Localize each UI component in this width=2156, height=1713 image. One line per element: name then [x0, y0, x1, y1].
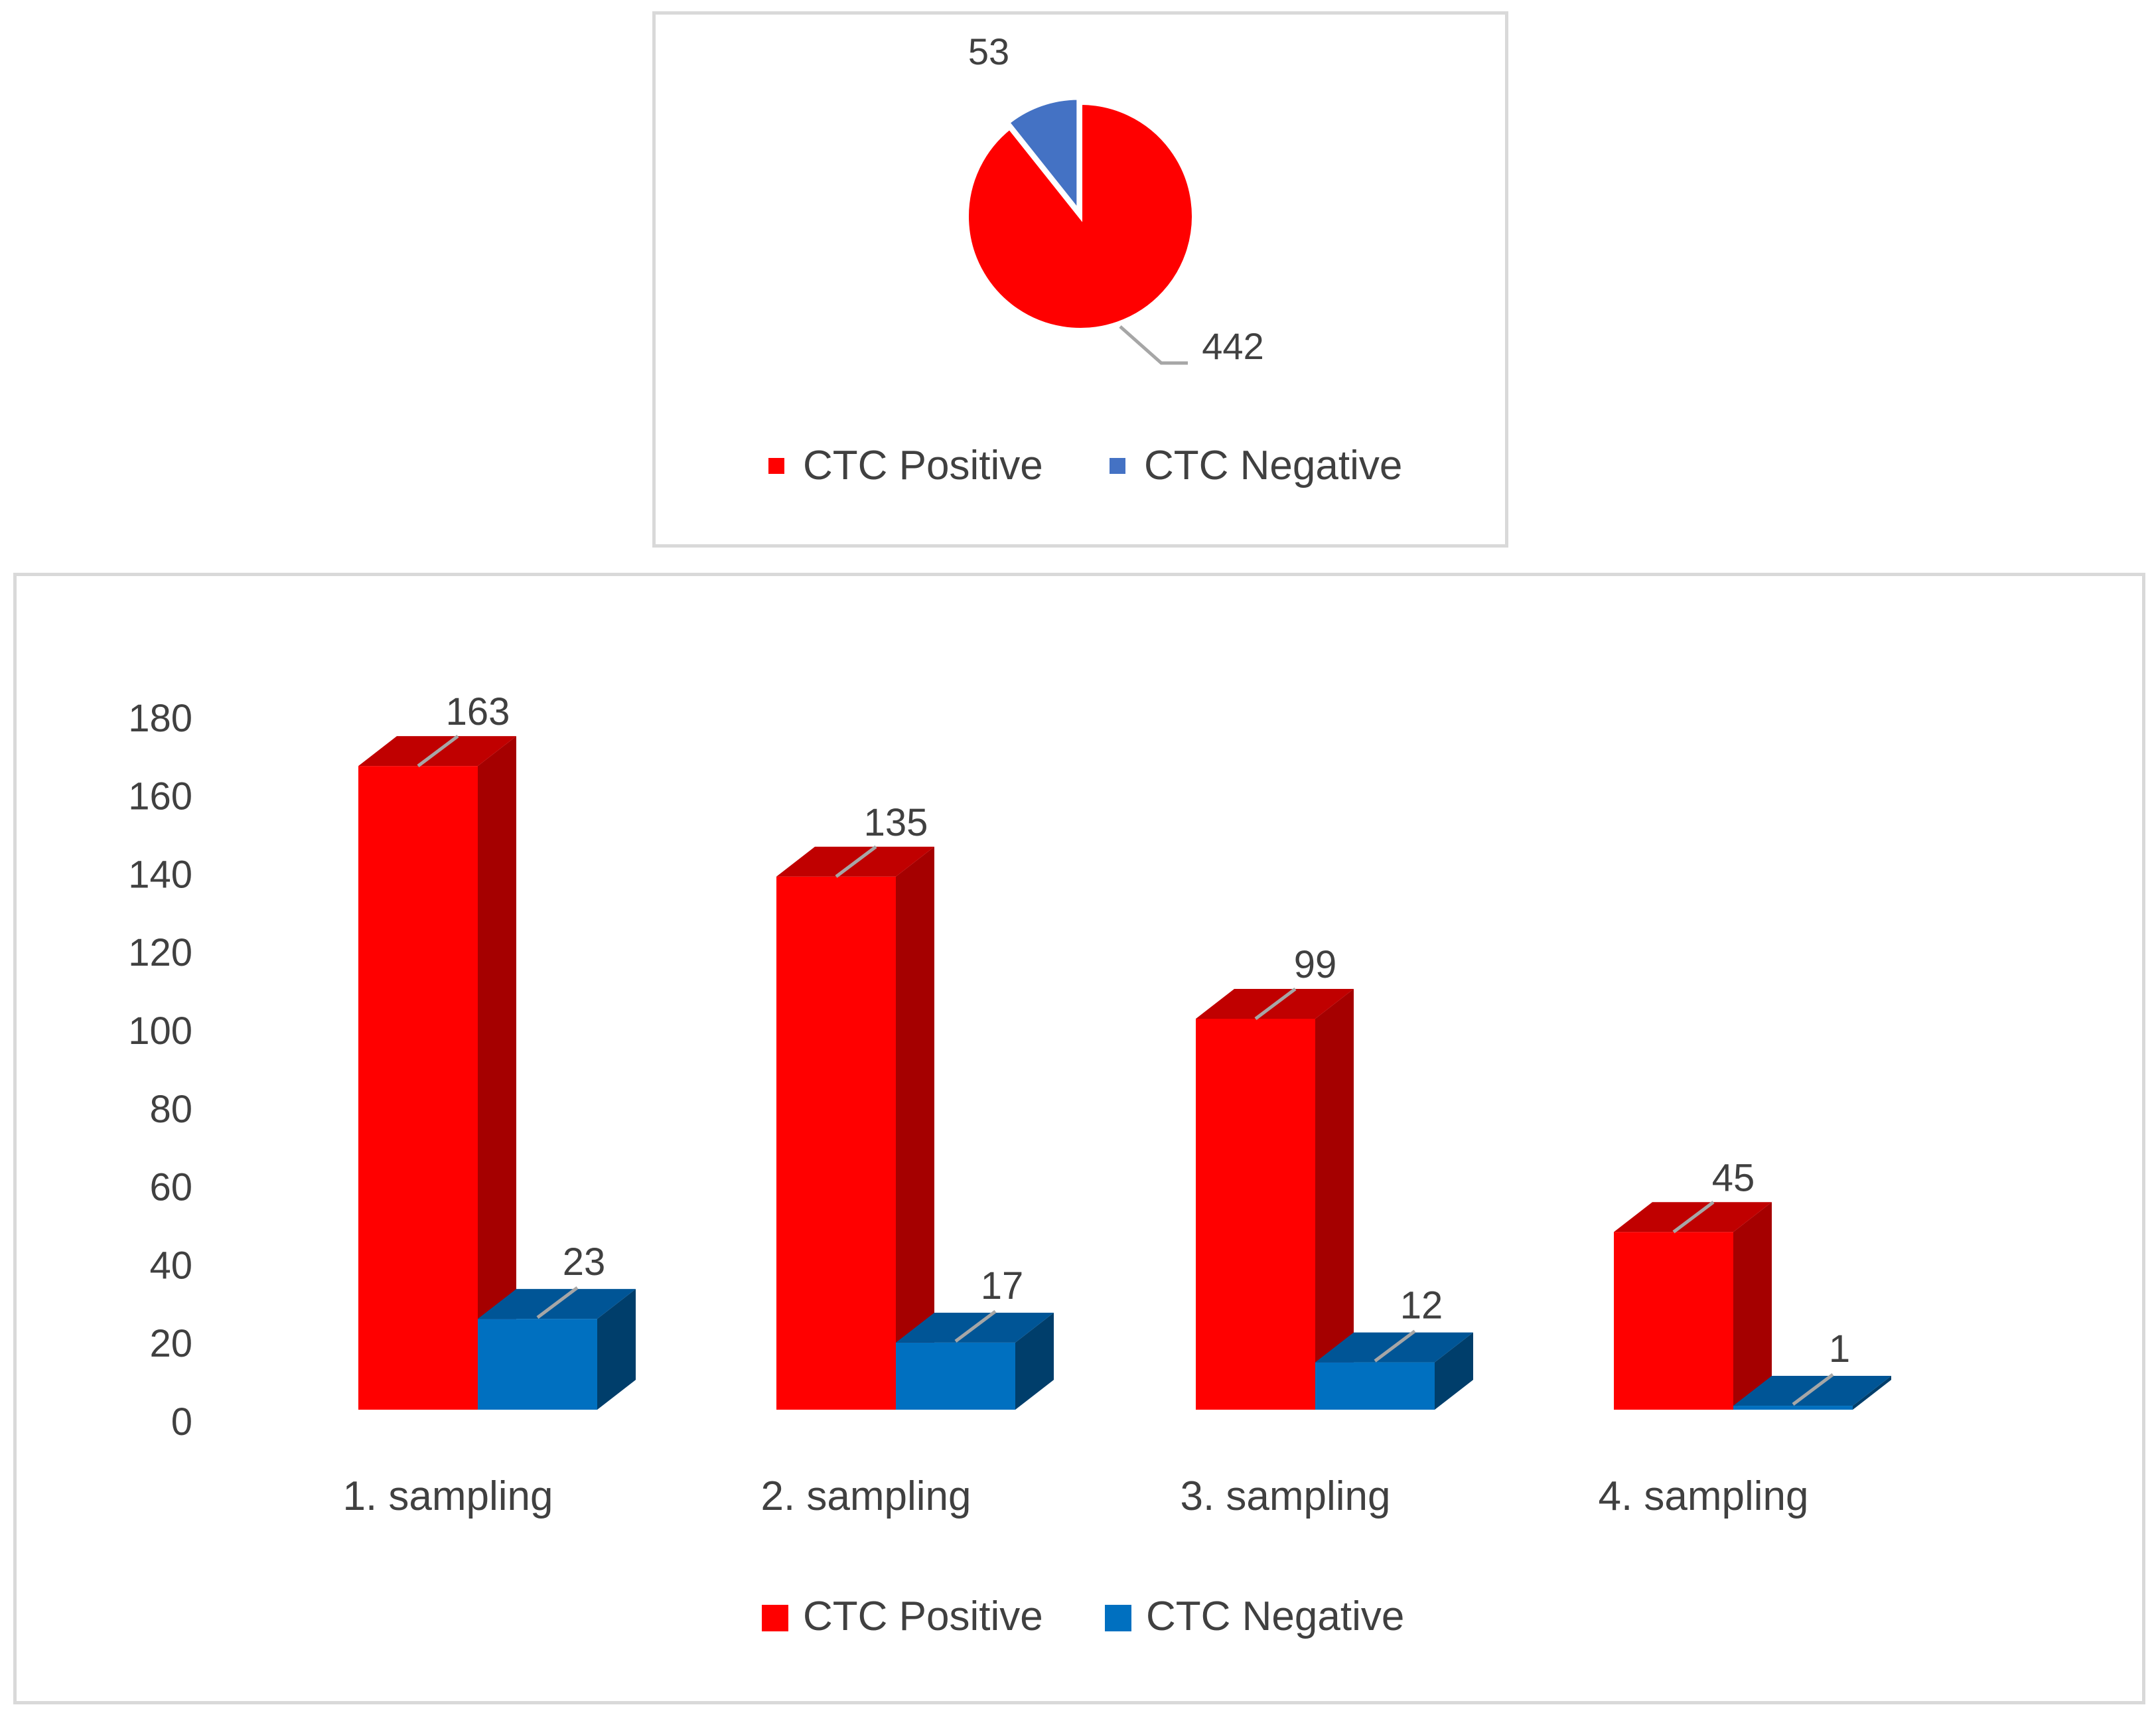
data-label-leader: [536, 1286, 579, 1319]
legend-swatch-ctc-negative: [1105, 1605, 1131, 1631]
data-label-ctc-positive: 163: [446, 690, 510, 733]
data-label-ctc-negative: 1: [1829, 1327, 1850, 1371]
data-label-ctc-positive: 135: [864, 801, 928, 844]
data-label-ctc-negative: 17: [981, 1264, 1024, 1307]
pie-label-ctc-negative: 53: [968, 31, 1009, 72]
data-label-ctc-positive: 45: [1712, 1156, 1755, 1199]
data-label-leader: [1374, 1329, 1416, 1363]
x-category-label: 3. sampling: [1180, 1473, 1390, 1519]
y-tick-label: 180: [128, 697, 192, 740]
pie-legend: CTC Positive CTC Negative: [768, 443, 1402, 488]
data-label-ctc-positive: 99: [1294, 943, 1337, 986]
y-tick-label: 60: [149, 1166, 192, 1209]
bar-ctc-negative: [1315, 1332, 1473, 1410]
x-category-label: 2. sampling: [760, 1473, 971, 1519]
bar-ctc-positive: [358, 736, 516, 1410]
x-category-label: 1. sampling: [342, 1473, 553, 1519]
data-label-ctc-negative: 23: [563, 1240, 606, 1284]
bar-ctc-positive: [776, 846, 934, 1410]
y-tick-label: 120: [128, 931, 192, 974]
data-label-leader: [954, 1309, 997, 1343]
bar-ctc-positive: [1614, 1202, 1772, 1410]
data-label-leader: [1672, 1201, 1715, 1234]
pie-chart: 53 442 CTC Positive CTC Negative: [768, 31, 1402, 488]
y-tick-label: 20: [149, 1322, 192, 1365]
pie-leader-line: [1119, 325, 1188, 365]
legend-label-ctc-positive: CTC Positive: [803, 1594, 1043, 1639]
data-label-leader: [1254, 987, 1297, 1020]
legend-swatch-ctc-positive: [762, 1605, 788, 1631]
pie-label-ctc-positive: 442: [1202, 325, 1263, 367]
bar-legend: CTC Positive CTC Negative: [762, 1594, 1404, 1639]
y-tick-label: 160: [128, 775, 192, 818]
data-label-ctc-negative: 12: [1400, 1284, 1443, 1327]
y-tick-label: 0: [171, 1400, 192, 1444]
y-tick-label: 100: [128, 1009, 192, 1053]
legend-swatch-ctc-positive: [768, 458, 784, 474]
legend-label-ctc-negative: CTC Negative: [1146, 1594, 1404, 1639]
bar-ctc-positive: [1196, 988, 1354, 1410]
data-label-leader: [417, 735, 459, 768]
x-category-label: 4. sampling: [1598, 1473, 1808, 1519]
data-label-leader: [835, 845, 877, 878]
bar-chart: 0 20 40 60 80 100 120 140 160 180 1. sampling 2. sa…: [128, 690, 1891, 1639]
legend-swatch-ctc-negative: [1110, 458, 1125, 474]
bar-ctc-negative: [478, 1289, 636, 1410]
y-axis: 0 20 40 60 80 100 120 140 160 180: [128, 697, 192, 1444]
legend-label-ctc-negative: CTC Negative: [1144, 443, 1402, 488]
y-tick-label: 140: [128, 853, 192, 896]
pie-slice-ctc-negative: [1005, 96, 1081, 218]
y-tick-label: 40: [149, 1244, 192, 1287]
legend-label-ctc-positive: CTC Positive: [803, 443, 1043, 488]
y-tick-label: 80: [149, 1088, 192, 1131]
data-label-leader: [1792, 1373, 1834, 1406]
